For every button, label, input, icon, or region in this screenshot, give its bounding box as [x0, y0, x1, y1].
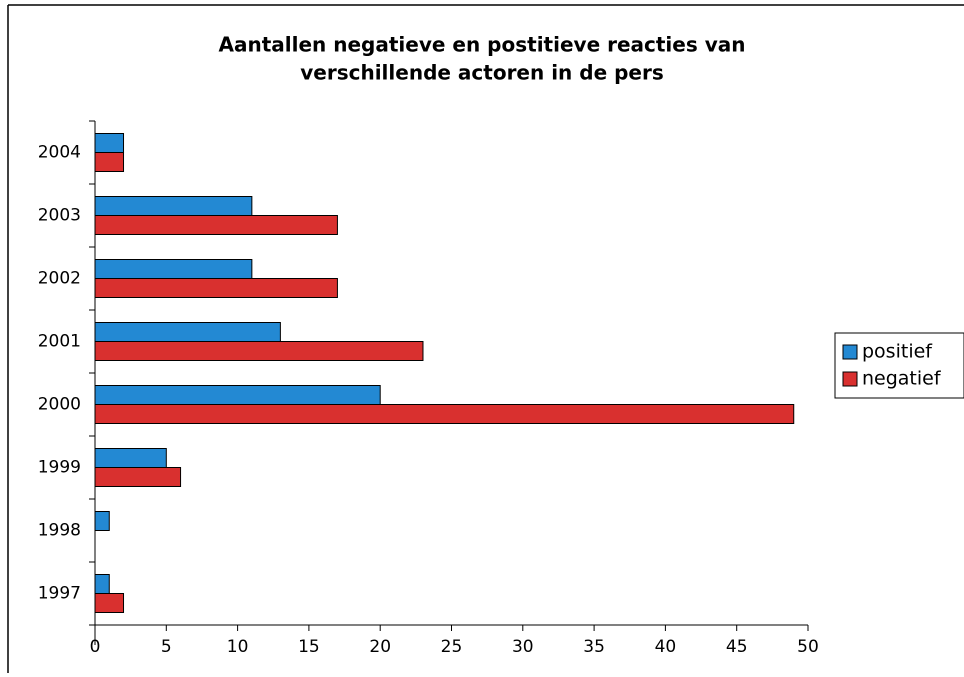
x-tick-label: 40 — [655, 637, 677, 657]
y-tick-label: 1999 — [38, 458, 81, 478]
x-tick-label: 0 — [90, 637, 101, 657]
bar — [94, 133, 125, 153]
chart-title: Aantallen negatieve en postitieve reacti… — [219, 33, 746, 57]
x-tick-label: 25 — [441, 637, 463, 657]
bar — [94, 385, 381, 405]
bar — [94, 448, 167, 468]
bar — [94, 152, 125, 172]
bar — [94, 574, 110, 594]
legend-swatch — [842, 344, 858, 360]
bar — [94, 593, 125, 613]
x-tick-label: 5 — [161, 637, 172, 657]
bar — [94, 467, 182, 487]
x-tick-label: 50 — [797, 637, 819, 657]
x-tick-label: 45 — [726, 637, 748, 657]
y-tick-label: 2000 — [38, 395, 81, 415]
chart-title: verschillende actoren in de pers — [300, 61, 664, 85]
y-tick-label: 1997 — [38, 584, 81, 604]
y-tick-label: 2002 — [38, 269, 81, 289]
legend-label: negatief — [862, 368, 942, 390]
legend-label: positief — [862, 341, 933, 363]
x-tick-label: 10 — [227, 637, 249, 657]
bar — [94, 322, 281, 342]
legend-swatch — [842, 371, 858, 387]
x-tick-label: 15 — [298, 637, 320, 657]
bar — [94, 404, 795, 424]
y-tick-label: 1998 — [38, 521, 81, 541]
x-tick-label: 30 — [512, 637, 534, 657]
y-tick-label: 2003 — [38, 206, 81, 226]
bar — [94, 341, 424, 361]
bar — [94, 259, 253, 279]
y-tick-label: 2004 — [38, 143, 81, 163]
y-tick-label: 2001 — [38, 332, 81, 352]
bar — [94, 196, 253, 216]
bar — [94, 278, 338, 298]
legend-box — [834, 332, 964, 399]
bar — [94, 511, 110, 531]
bar — [94, 215, 338, 235]
x-tick-label: 20 — [369, 637, 391, 657]
x-tick-label: 35 — [583, 637, 605, 657]
